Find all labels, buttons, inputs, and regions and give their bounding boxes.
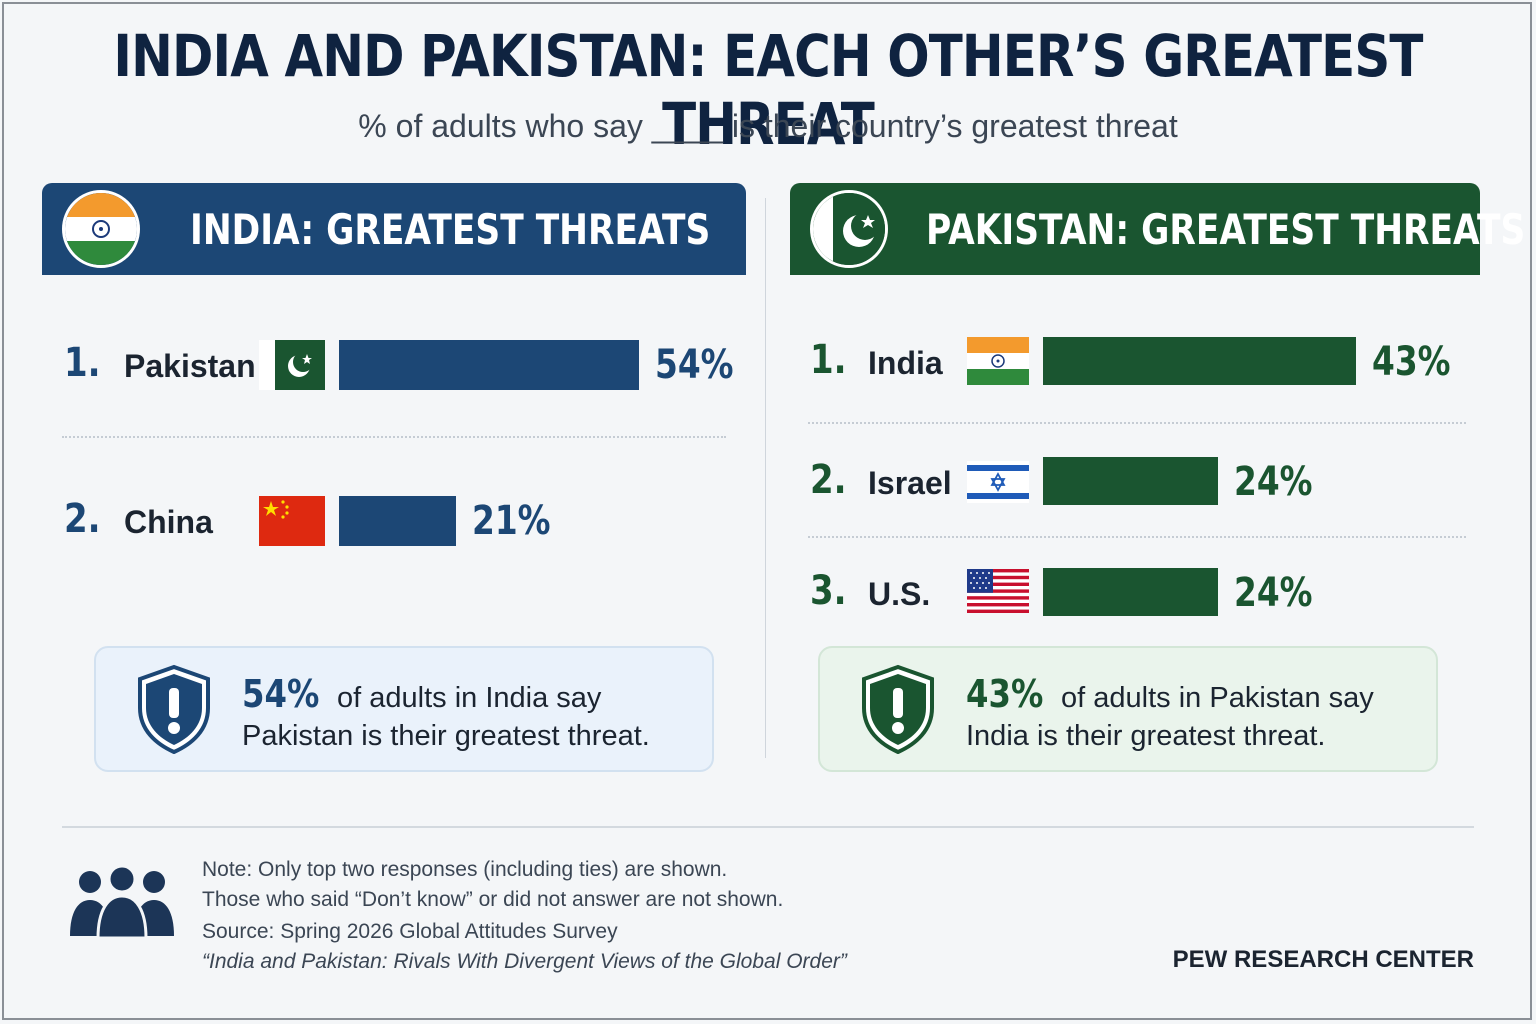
pakistan-panel-title: PAKISTAN: GREATEST THREATS — [926, 205, 1526, 254]
chart-row: 2. China 21% — [62, 496, 742, 556]
chart-row: 1. Pakistan 54% — [62, 340, 742, 400]
row-separator — [62, 436, 726, 438]
rank-label: 2. — [810, 457, 847, 503]
callout-line-2: Pakistan is their greatest threat. — [242, 720, 650, 752]
category-label: Israel — [868, 465, 952, 501]
callout-line-1: 54% of adults in India say — [242, 672, 601, 716]
category-label: India — [868, 345, 943, 381]
value-label: 43% — [1372, 339, 1451, 385]
value-label: 21% — [472, 498, 551, 544]
brand-name: PEW RESEARCH CENTER — [1172, 946, 1474, 973]
pakistan-panel-header: PAKISTAN: GREATEST THREATS — [790, 183, 1525, 275]
footer-divider — [62, 826, 1474, 828]
bar — [1043, 337, 1356, 385]
footer-report-title: “India and Pakistan: Rivals With Diverge… — [202, 950, 847, 973]
category-label: Pakistan — [124, 348, 256, 384]
china-flag-icon — [259, 496, 325, 546]
shield-alert-icon — [138, 664, 210, 754]
value-label: 24% — [1234, 570, 1313, 616]
value-label: 24% — [1234, 459, 1313, 505]
callout-value: 54% — [242, 672, 320, 716]
row-separator — [808, 422, 1466, 424]
rank-label: 3. — [810, 568, 847, 614]
india-flag-icon — [62, 190, 140, 268]
page-subtitle: % of adults who say ____ is their countr… — [358, 108, 1178, 144]
rank-label: 1. — [64, 340, 101, 386]
callout-line-2: India is their greatest threat. — [966, 720, 1326, 752]
india-callout: 54% of adults in India say Pakistan is t… — [94, 646, 714, 772]
shield-alert-icon — [862, 664, 934, 754]
pakistan-flag-icon — [810, 190, 888, 268]
india-flag-icon — [967, 337, 1029, 385]
pakistan-callout: 43% of adults in Pakistan say India is t… — [818, 646, 1438, 772]
rank-label: 1. — [810, 337, 847, 383]
callout-line-1: 43% of adults in Pakistan say — [966, 672, 1374, 716]
footer-note-2: Those who said “Don’t know” or did not a… — [202, 888, 784, 911]
footer-source: Source: Spring 2026 Global Attitudes Sur… — [202, 920, 618, 943]
india-panel-title: INDIA: GREATEST THREATS — [190, 205, 711, 254]
panel-divider — [765, 198, 766, 758]
people-icon — [70, 866, 174, 938]
category-label: U.S. — [868, 576, 931, 612]
footer-note-1: Note: Only top two responses (including … — [202, 858, 728, 881]
rank-label: 2. — [64, 496, 101, 542]
chart-row: 2. Israel 24% — [808, 457, 1488, 517]
chart-row: 1. India 43% — [808, 337, 1488, 397]
value-label: 54% — [655, 342, 734, 388]
us-flag-icon — [967, 569, 1029, 613]
callout-text: of adults in India say — [337, 682, 602, 714]
callout-value: 43% — [966, 672, 1044, 716]
bar — [1043, 568, 1218, 616]
india-panel-header: INDIA: GREATEST THREATS — [42, 183, 746, 275]
pakistan-flag-icon — [259, 340, 325, 390]
israel-flag-icon — [967, 461, 1029, 503]
bar — [1043, 457, 1218, 505]
callout-text: of adults in Pakistan say — [1061, 682, 1374, 714]
chart-row: 3. U.S. 24% — [808, 568, 1488, 628]
category-label: China — [124, 504, 213, 540]
bar — [339, 340, 639, 390]
page-title: INDIA AND PAKISTAN: EACH OTHER’S GREATES… — [113, 22, 1423, 158]
row-separator — [808, 536, 1466, 538]
bar — [339, 496, 456, 546]
